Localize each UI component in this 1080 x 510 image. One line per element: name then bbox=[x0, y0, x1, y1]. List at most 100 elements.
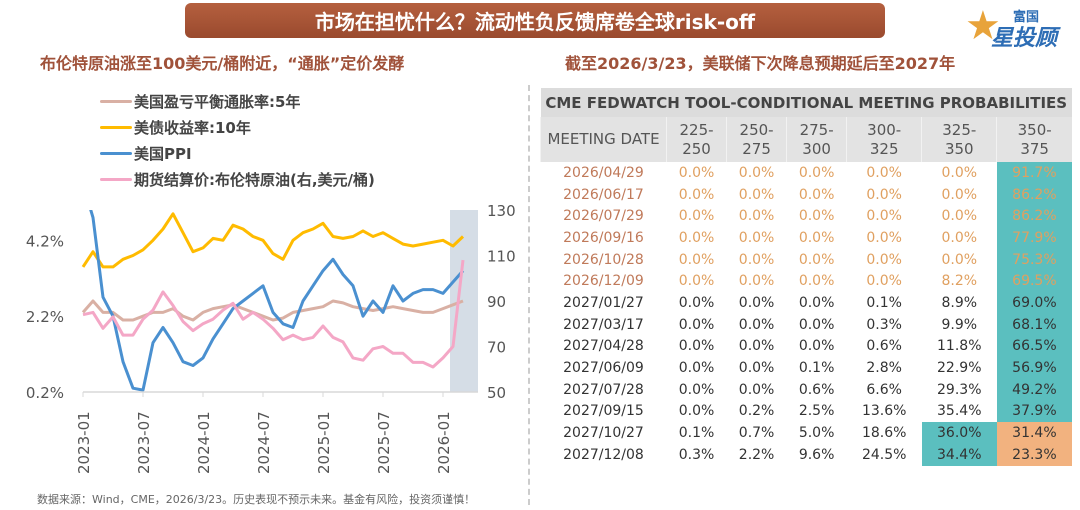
table-row: 2027/10/27 0.1% 0.7% 5.0% 18.6% 36.0% 31.4% bbox=[541, 422, 1072, 444]
y-left-tick-label: 4.2% bbox=[26, 232, 64, 250]
probability-cell: 6.6% bbox=[866, 381, 902, 398]
table-row: 2026/09/16 0.0% 0.0% 0.0% 0.0% 0.0% 77.9% bbox=[541, 227, 1072, 249]
meeting-date-cell: 2027/01/27 bbox=[563, 294, 644, 311]
probability-cell: 31.4% bbox=[996, 422, 1072, 444]
probability-cell: 56.9% bbox=[996, 357, 1072, 379]
y-right-tick-label: 70 bbox=[487, 339, 506, 357]
probability-cell: 0.0% bbox=[678, 164, 715, 181]
probability-cell: 0.0% bbox=[738, 208, 775, 225]
probability-cell: 75.3% bbox=[996, 248, 1072, 271]
probability-cell: 0.0% bbox=[798, 208, 835, 225]
probability-cell: 69.0% bbox=[996, 292, 1072, 314]
legend-item: 美国盈亏平衡通胀率:5年 bbox=[100, 88, 375, 114]
table-row: 2027/12/08 0.3% 2.2% 9.6% 24.5% 34.4% 23.3% bbox=[541, 443, 1072, 466]
probability-cell: 0.0% bbox=[866, 229, 902, 246]
probability-cell: 0.0% bbox=[738, 381, 775, 398]
star-icon: ★ bbox=[965, 3, 1001, 49]
table-row: 2026/12/09 0.0% 0.0% 0.0% 0.0% 8.2% 69.5% bbox=[541, 270, 1072, 293]
x-tick-label: 2025-01 bbox=[315, 411, 333, 474]
meeting-date-cell: 2026/09/16 bbox=[563, 229, 644, 246]
legend-item: 期货结算价:布伦特原油(右,美元/桶) bbox=[100, 166, 375, 192]
series-line-1 bbox=[81, 212, 465, 269]
table-title: CME FEDWATCH TOOL-CONDITIONAL MEETING PR… bbox=[540, 88, 1072, 117]
legend-swatch bbox=[100, 99, 132, 103]
header-line: 325 bbox=[869, 139, 899, 158]
header-line: 250 bbox=[682, 139, 711, 158]
probability-cell: 0.0% bbox=[798, 164, 835, 181]
legend-label: 美国PPI bbox=[134, 144, 192, 163]
probability-cell: 0.0% bbox=[678, 360, 715, 377]
probability-cell: 37.9% bbox=[996, 400, 1072, 423]
meeting-date-cell: 2027/07/28 bbox=[563, 381, 644, 398]
probability-cell: 0.0% bbox=[678, 251, 715, 268]
chart-title: 布伦特原油涨至100美元/桶附近，“通胀”定价发酵 bbox=[40, 54, 405, 73]
header-line: 225- bbox=[679, 120, 714, 139]
probability-cell: 9.9% bbox=[941, 316, 978, 333]
y-right-tick-label: 110 bbox=[487, 248, 516, 266]
x-tick-label: 2023-01 bbox=[75, 411, 93, 474]
probability-cell: 0.0% bbox=[866, 273, 902, 290]
logo-bottom: 星投顾 bbox=[991, 26, 1058, 51]
legend-label: 美国盈亏平衡通胀率:5年 bbox=[134, 92, 301, 111]
probability-cell: 0.0% bbox=[738, 251, 775, 268]
chart-legend: 美国盈亏平衡通胀率:5年 美债收益率:10年 美国PPI 期货结算价:布伦特原油… bbox=[100, 88, 375, 192]
meeting-date-cell: 2026/12/09 bbox=[563, 273, 644, 290]
table-row: 2026/04/29 0.0% 0.0% 0.0% 0.0% 0.0% 91.7% bbox=[541, 162, 1072, 184]
header-line: 250- bbox=[739, 120, 774, 139]
meeting-date-cell: 2027/04/28 bbox=[563, 338, 644, 355]
y-right-tick-label: 130 bbox=[487, 202, 516, 220]
probability-cell: 34.4% bbox=[921, 443, 997, 466]
header-line: 350- bbox=[1017, 120, 1052, 139]
column-header: 300- 325 bbox=[846, 117, 922, 162]
probability-cell: 0.0% bbox=[941, 229, 978, 246]
probability-cell: 0.3% bbox=[678, 446, 715, 463]
probability-cell: 0.0% bbox=[678, 294, 715, 311]
column-header: 250- 275 bbox=[726, 117, 787, 162]
column-header: MEETING DATE bbox=[540, 117, 667, 162]
header-line: 275 bbox=[742, 139, 771, 158]
meeting-date-cell: 2027/12/08 bbox=[563, 446, 644, 463]
probability-cell: 86.2% bbox=[996, 183, 1072, 206]
header-line: 275- bbox=[799, 120, 834, 139]
y-right-tick-label: 90 bbox=[487, 293, 506, 311]
probability-cell: 0.0% bbox=[678, 208, 715, 225]
footnote: 数据来源：Wind，CME，2026/3/23。历史表现不预示未来。基金有风险，… bbox=[37, 493, 476, 506]
meeting-date-cell: 2027/03/17 bbox=[563, 316, 644, 333]
probability-cell: 0.7% bbox=[738, 425, 775, 442]
probability-cell: 49.2% bbox=[996, 378, 1072, 401]
meeting-date-cell: 2026/07/29 bbox=[563, 208, 644, 225]
x-tick-label: 2026-01 bbox=[435, 411, 453, 474]
probability-cell: 0.6% bbox=[798, 381, 835, 398]
legend-label: 美债收益率:10年 bbox=[134, 118, 251, 137]
probability-cell: 13.6% bbox=[861, 403, 907, 420]
table-row: 2027/06/09 0.0% 0.0% 0.1% 2.8% 22.9% 56.9% bbox=[541, 357, 1072, 379]
probability-cell: 0.0% bbox=[866, 208, 902, 225]
probability-cell: 0.3% bbox=[866, 316, 902, 333]
probability-cell: 23.3% bbox=[996, 443, 1072, 466]
probability-cell: 0.0% bbox=[678, 273, 715, 290]
probability-cell: 0.0% bbox=[798, 251, 835, 268]
column-header: 350- 375 bbox=[996, 117, 1072, 162]
meeting-date-cell: 2026/04/29 bbox=[563, 164, 644, 181]
x-tick-label: 2024-07 bbox=[255, 411, 273, 474]
header-line: MEETING DATE bbox=[547, 130, 660, 148]
y-right-tick-label: 50 bbox=[487, 384, 506, 402]
probability-cell: 0.0% bbox=[678, 316, 715, 333]
header-line: 300- bbox=[867, 120, 902, 139]
logo: ★ 富国 星投顾 bbox=[965, 3, 1075, 51]
probability-cell: 0.0% bbox=[941, 186, 978, 203]
probability-cell: 0.0% bbox=[738, 229, 775, 246]
header-line: 375 bbox=[1020, 139, 1049, 158]
table-row: 2027/04/28 0.0% 0.0% 0.0% 0.6% 11.8% 66.5% bbox=[541, 335, 1072, 358]
probability-cell: 0.0% bbox=[738, 164, 775, 181]
highlight-band bbox=[450, 210, 478, 392]
table-row: 2027/09/15 0.0% 0.2% 2.5% 13.6% 35.4% 37.9% bbox=[541, 400, 1072, 423]
probability-cell: 0.1% bbox=[866, 294, 902, 311]
probability-cell: 0.1% bbox=[678, 425, 715, 442]
probability-cell: 5.0% bbox=[798, 425, 835, 442]
column-header: 225- 250 bbox=[665, 117, 727, 162]
probability-cell: 35.4% bbox=[937, 403, 982, 420]
probability-cell: 77.9% bbox=[996, 227, 1072, 249]
probability-cell: 11.8% bbox=[937, 338, 982, 355]
legend-item: 美国PPI bbox=[100, 140, 375, 166]
